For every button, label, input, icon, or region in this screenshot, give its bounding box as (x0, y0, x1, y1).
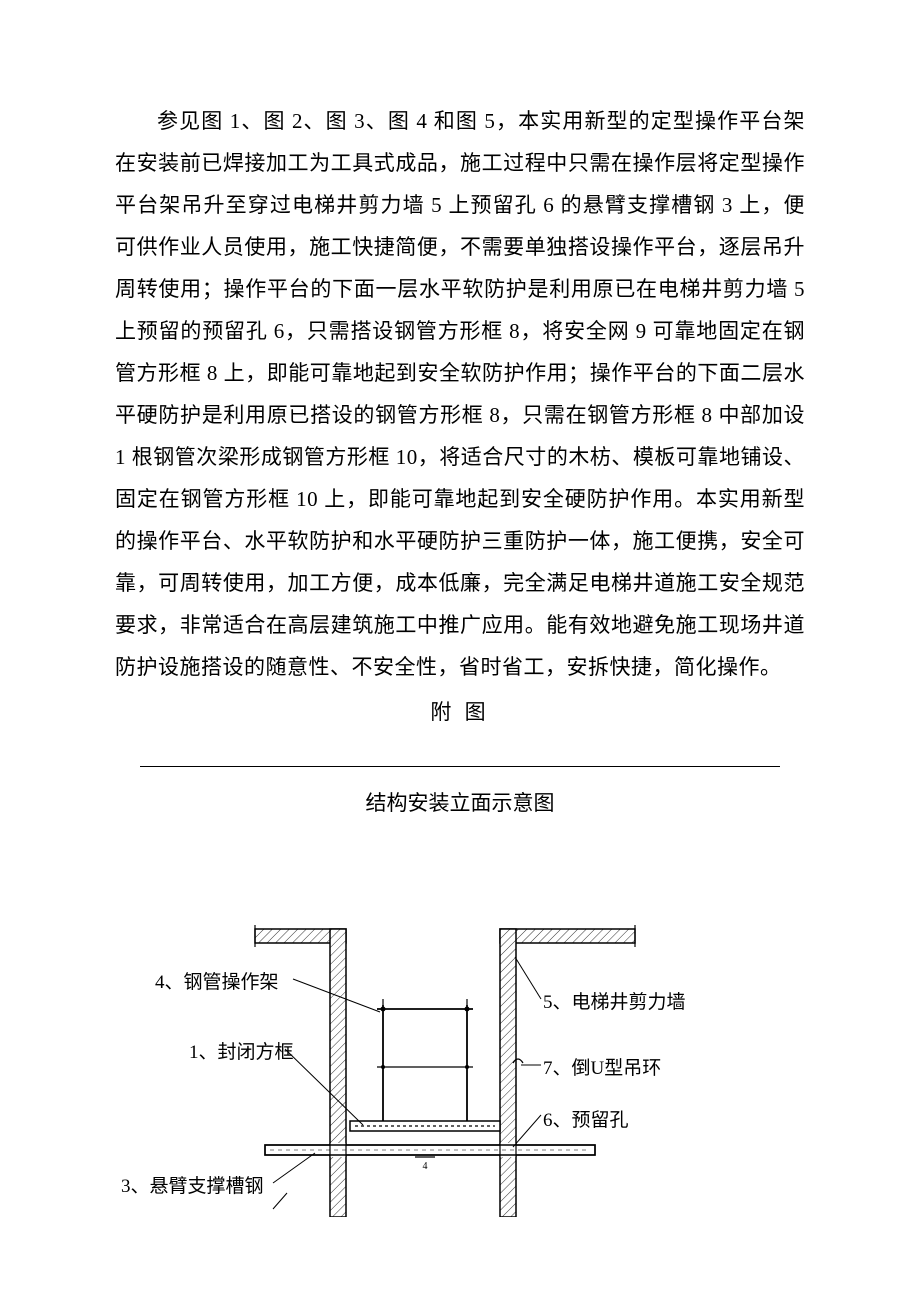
label-shear-wall: 5、电梯井剪力墙 (543, 987, 686, 1014)
section-title: 附 图 (115, 696, 805, 726)
label-u-ring: 7、倒U型吊环 (543, 1053, 661, 1080)
figure-title: 结构安装立面示意图 (115, 787, 805, 817)
divider (140, 766, 780, 767)
label-closed-frame: 1、封闭方框 (189, 1037, 294, 1064)
main-paragraph: 参见图 1、图 2、图 3、图 4 和图 5，本实用新型的定型操作平台架在安装前… (115, 100, 805, 688)
label-cantilever-channel: 3、悬臂支撑槽钢 (121, 1171, 264, 1198)
svg-text:4: 4 (423, 1161, 428, 1172)
label-reserved-hole: 6、预留孔 (543, 1105, 629, 1132)
elevation-diagram: 4、钢管操作架 1、封闭方框 3、悬臂支撑槽钢 5、电梯井剪力墙 7、倒U型吊环… (115, 857, 805, 1217)
label-steel-pipe-frame: 4、钢管操作架 (155, 967, 279, 994)
